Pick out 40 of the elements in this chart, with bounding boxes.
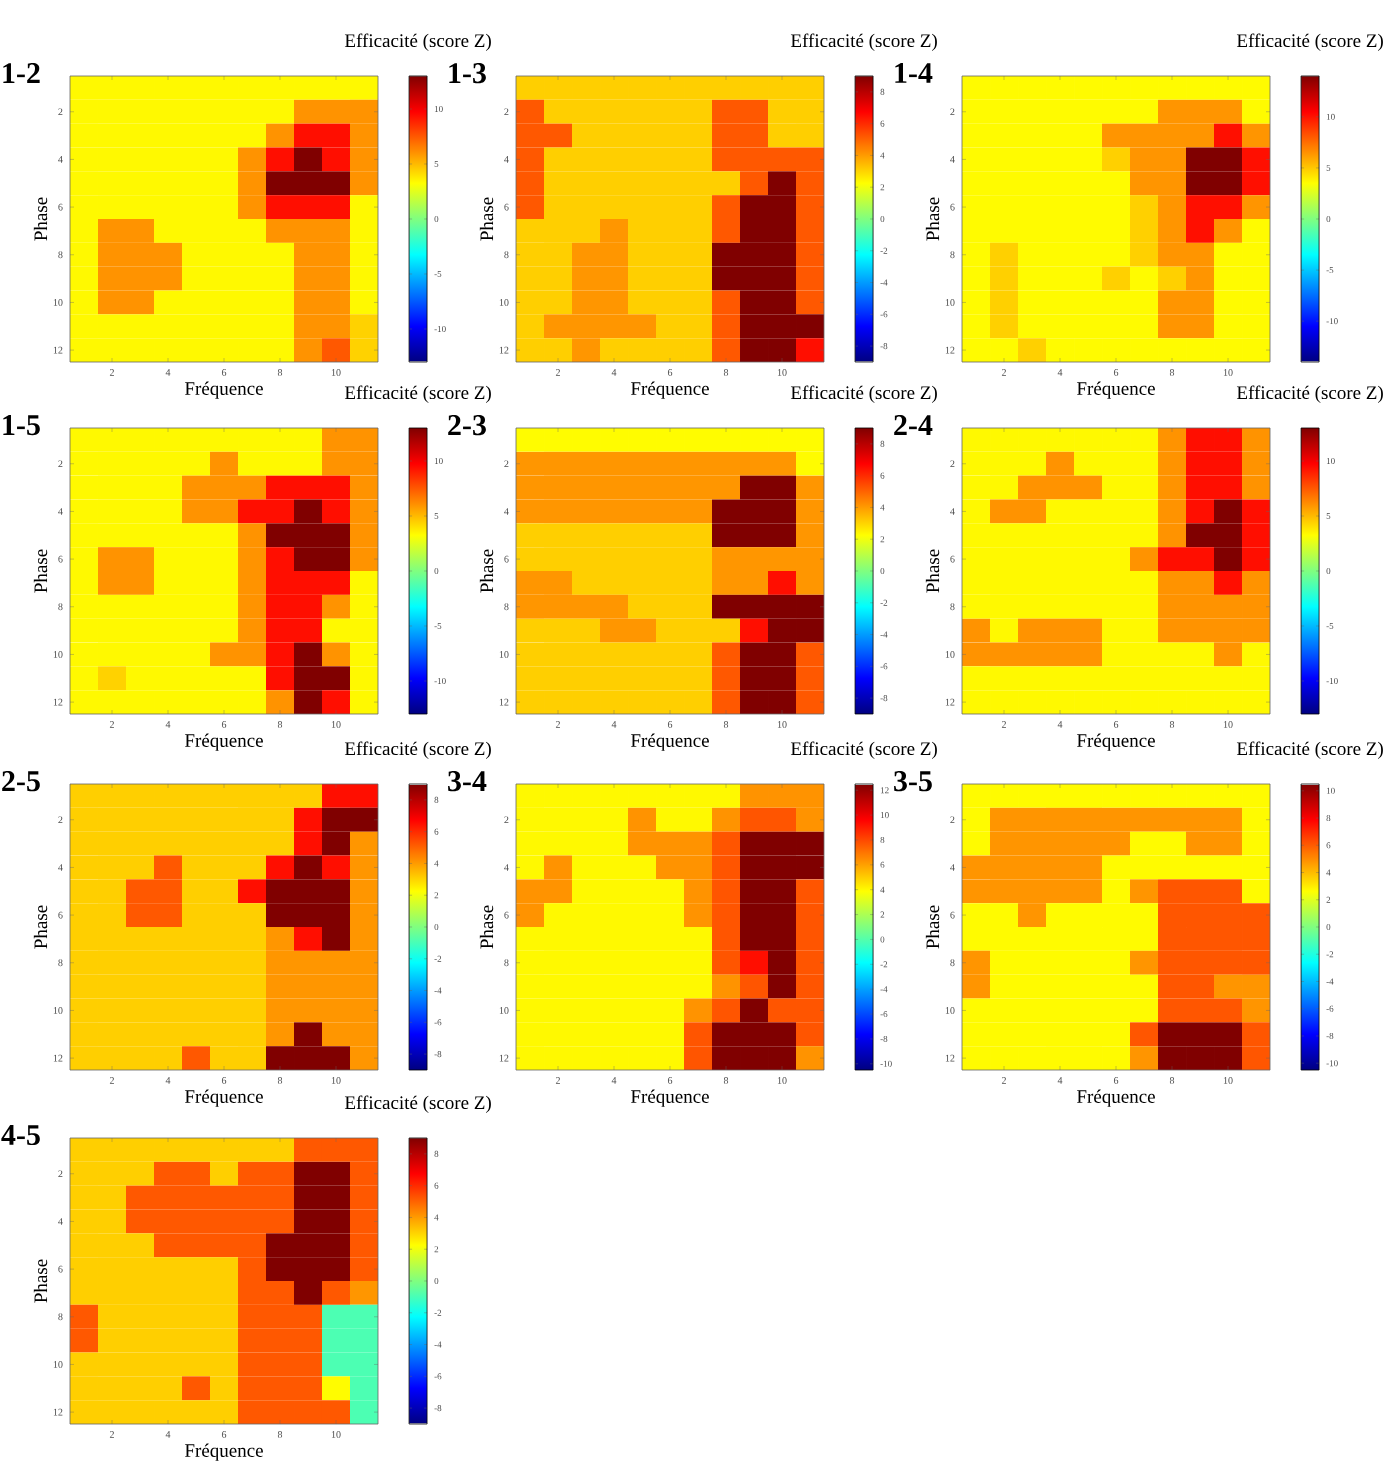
y-axis-title: Phase (925, 197, 940, 241)
color-bar-title: Efficacité (score Z) (344, 1095, 491, 1113)
y-axis-title: Phase (479, 905, 494, 949)
y-axis-title: Phase (33, 197, 48, 241)
color-bar-title: Efficacité (score Z) (790, 385, 937, 403)
y-axis-title: Phase (33, 1259, 48, 1303)
chart-title: 3-4 (448, 771, 487, 792)
chart-title: 1-4 (895, 63, 933, 83)
color-bar-title: Efficacité (score Z) (1236, 741, 1383, 759)
x-axis-title: Fréquence (184, 1443, 263, 1461)
x-axis-title: Fréquence (1076, 381, 1155, 399)
color-bar-title: Efficacité (score Z) (1236, 385, 1383, 403)
chart-title: 1-2 (3, 63, 40, 83)
x-axis-title: Fréquence (630, 1089, 709, 1107)
chart-title: 2-3 (448, 415, 486, 436)
chart-title: 3-5 (894, 771, 932, 792)
chart-title: 4-5 (1, 1125, 40, 1146)
chart-title: 1-5 (3, 415, 40, 436)
chart-title: 2-5 (2, 771, 40, 792)
x-axis-title: Fréquence (630, 733, 709, 751)
x-axis-title: Fréquence (184, 733, 263, 751)
y-axis-title: Phase (479, 549, 494, 593)
color-bar-title: Efficacité (score Z) (344, 385, 491, 403)
chart-title: 2-4 (894, 415, 933, 435)
x-axis-title: Fréquence (1076, 733, 1155, 751)
y-axis-title: Phase (925, 905, 940, 949)
color-bar-title: Efficacité (score Z) (790, 741, 937, 759)
x-axis-title: Fréquence (1076, 1089, 1155, 1107)
x-axis-title: Fréquence (184, 381, 263, 399)
color-bar-title: Efficacité (score Z) (790, 33, 937, 51)
chart-title: 1-3 (449, 63, 486, 84)
y-axis-title: Phase (479, 197, 494, 241)
color-bar-title: Efficacité (score Z) (1236, 33, 1383, 51)
y-axis-title: Phase (33, 905, 48, 949)
y-axis-title: Phase (33, 549, 48, 593)
color-bar-title: Efficacité (score Z) (344, 741, 491, 759)
y-axis-title: Phase (925, 549, 940, 593)
color-bar-title: Efficacité (score Z) (344, 33, 491, 51)
x-axis-title: Fréquence (630, 381, 709, 399)
x-axis-title: Fréquence (184, 1089, 263, 1107)
